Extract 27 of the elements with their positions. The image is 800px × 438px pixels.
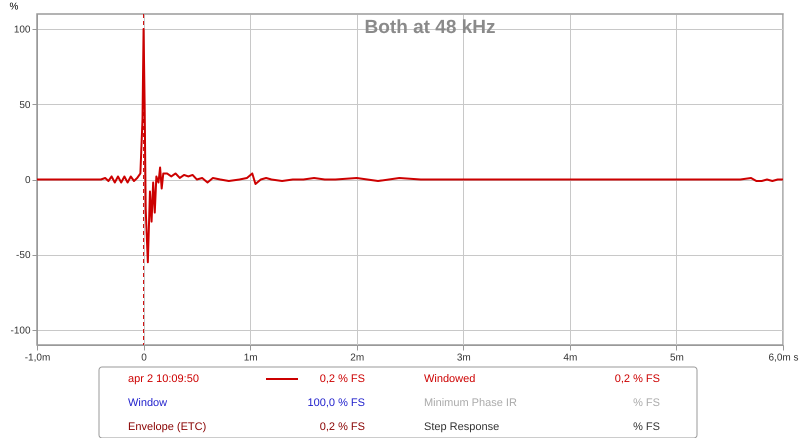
chart-title: Both at 48 kHz (364, 17, 496, 38)
text: Window (128, 397, 168, 409)
x-tick-label: 0 (141, 352, 148, 364)
text: % FS (633, 397, 660, 409)
x-tick-label: -1,0m (24, 352, 50, 364)
text: apr 2 10:09:50 (128, 373, 199, 385)
text: 0,2 % FS (614, 373, 660, 385)
text: 0,2 % FS (320, 373, 365, 385)
y-tick-label: -100 (10, 325, 31, 336)
y-tick-label: 0 (24, 175, 31, 186)
x-tick-label: 4m (563, 352, 578, 364)
y-tick-label: 100 (14, 24, 31, 36)
text: Windowed (424, 373, 476, 385)
x-tick-label: 6,0m s (768, 352, 799, 364)
x-tick-label: 1m (244, 352, 258, 364)
text: % FS (633, 421, 660, 433)
text: Minimum Phase IR (424, 397, 517, 409)
x-tick-label: 3m (456, 352, 471, 364)
y-tick-label: -50 (16, 250, 31, 262)
text: 0,2 % FS (320, 421, 365, 433)
y-axis-title: % (10, 2, 18, 12)
text: 100,0 % FS (308, 397, 365, 409)
x-tick-label: 2m (350, 352, 364, 364)
text: Envelope (ETC) (128, 421, 206, 433)
x-tick-label: 5m (670, 352, 684, 364)
y-tick-label: 50 (19, 100, 31, 111)
text: Step Response (424, 421, 500, 433)
